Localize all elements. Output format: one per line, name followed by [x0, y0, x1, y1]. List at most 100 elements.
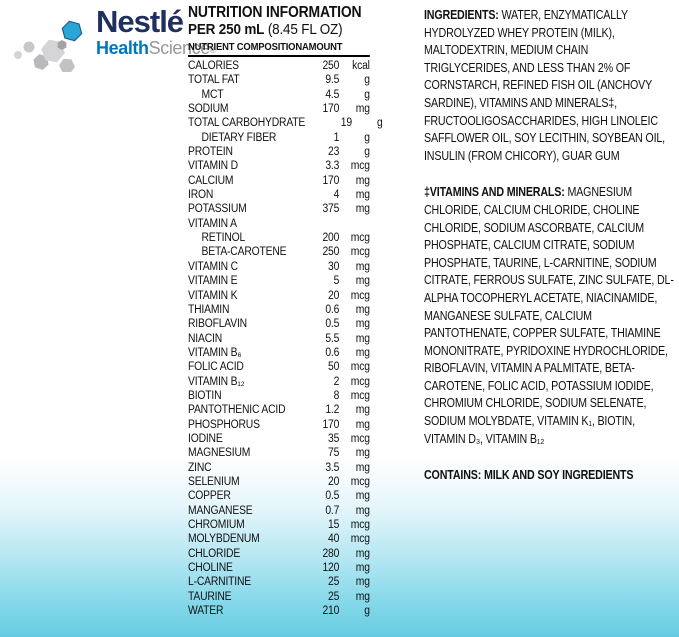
nutrient-name: COPPER [188, 490, 231, 503]
table-row: IRON 4 mg [188, 188, 370, 202]
nutrient-unit: mg [355, 174, 370, 187]
nutrient-unit: mcg [350, 519, 370, 531]
nutrient-name: SODIUM [188, 103, 229, 116]
nutrient-unit: mcg [350, 533, 370, 546]
nutrient-value: 50 [328, 361, 340, 374]
table-row: CALORIES 250 kcal [188, 59, 370, 73]
nutrient-unit: mg [355, 576, 370, 589]
nutrient-name: MCT [201, 88, 224, 101]
nutrient-value: 4.5 [325, 88, 340, 101]
table-row: POTASSIUM 375 mg [188, 202, 370, 216]
nutrient-name: BIOTIN [188, 389, 222, 402]
nutrition-title: NUTRITION INFORMATION [188, 4, 362, 21]
nutrient-name: MOLYBDENUM [188, 533, 260, 546]
table-row: VITAMIN B₁₂ 2 mcg [188, 375, 370, 389]
nutrient-unit: mg [355, 404, 370, 417]
vitamins-minerals-paragraph: ‡VITAMINS AND MINERALS: MAGNESIUM CHLORI… [424, 183, 676, 447]
table-row: TAURINE 25 mg [188, 590, 370, 604]
table-row: MOLYBDENUM 40 mcg [188, 532, 370, 546]
nutrient-unit: mg [355, 346, 370, 359]
nutrient-name: RETINOL [201, 232, 246, 245]
table-row: PROTEIN 23 g [188, 145, 370, 159]
nutrient-value: 210 [322, 605, 340, 618]
table-row: WATER 210 g [188, 604, 370, 618]
table-row: VITAMIN C 30 mg [188, 260, 370, 274]
nutrient-value: 250 [322, 60, 340, 72]
ingredients-paragraph: INGREDIENTS: WATER, ENZYMATICALLY HYDROL… [424, 6, 676, 164]
tagline-health: Health [96, 38, 149, 58]
nutrient-value: 280 [322, 547, 340, 560]
nutrient-unit: mcg [350, 289, 370, 302]
nutrient-value: 0.6 [325, 303, 340, 316]
nutrient-name: CHROMIUM [188, 519, 245, 531]
table-row: BETA-CAROTENE 250 mcg [188, 245, 370, 259]
tagline-science: Science [148, 38, 211, 58]
ingredients-text: WATER, ENZYMATICALLY HYDROLYZED WHEY PRO… [424, 7, 665, 163]
nutrient-unit: mg [355, 418, 370, 431]
brand-wordmark: Nestlé [96, 4, 184, 39]
nutrient-unit: mg [355, 303, 370, 316]
nutrition-rows: CALORIES 250 kcal TOTAL FAT 9.5 g MCT 4.5 g SODIU… [188, 59, 383, 618]
nutrient-value: 0.6 [325, 346, 340, 359]
table-row: VITAMIN D 3.3 mcg [188, 159, 370, 173]
nutrient-name: MANGANESE [188, 504, 253, 517]
nutrient-value: 20 [328, 289, 340, 302]
nutrient-name: PROTEIN [188, 146, 233, 159]
nutrient-value: 75 [328, 447, 340, 460]
vitamins-minerals-label: ‡VITAMINS AND MINERALS: [424, 184, 565, 200]
nutrient-name: PHOSPHORUS [188, 418, 260, 431]
table-row: PHOSPHORUS 170 mg [188, 418, 370, 432]
nutrient-name: VITAMIN D [188, 160, 238, 173]
nutrient-unit: g [364, 88, 370, 101]
nutrient-name: CALORIES [188, 60, 239, 72]
nutrient-name: SELENIUM [188, 475, 240, 488]
table-row: DIETARY FIBER 1 g [188, 131, 370, 145]
nutrient-unit: g [364, 146, 370, 159]
nutrient-unit: mg [355, 189, 370, 202]
nutrient-value: 120 [322, 562, 340, 575]
nutrient-name: NIACIN [188, 332, 223, 345]
nutrient-unit: mg [355, 547, 370, 560]
hexagon-cluster-icon [14, 20, 83, 72]
table-row: L-CARNITINE 25 mg [188, 575, 370, 589]
nutrient-value: 375 [322, 203, 340, 216]
nutrient-value: 25 [328, 590, 340, 603]
table-row: TOTAL FAT 9.5 g [188, 73, 370, 87]
nutrient-name: FOLIC ACID [188, 361, 244, 374]
table-row: MANGANESE 0.7 mg [188, 504, 370, 518]
nutrient-unit [339, 217, 370, 231]
table-row: THIAMIN 0.6 mg [188, 303, 370, 317]
nutrient-value: 8 [333, 389, 340, 402]
nutrient-unit: g [364, 131, 370, 144]
nutrient-unit: mcg [350, 160, 370, 173]
nutrient-unit: kcal [352, 60, 370, 72]
table-row: MCT 4.5 g [188, 88, 370, 102]
nutrient-name: ZINC [188, 461, 212, 474]
nutrient-unit: g [364, 605, 370, 618]
nutrient-unit: mg [355, 260, 370, 273]
nutrient-value: 0.7 [325, 504, 340, 517]
nutrient-value: 20 [328, 475, 340, 488]
nutrient-value: 1 [333, 131, 340, 144]
nutrient-unit: mg [355, 103, 370, 116]
nutrient-unit: mcg [350, 389, 370, 402]
nutrient-value: 23 [328, 146, 340, 159]
nutrient-unit: mg [355, 490, 370, 503]
nutrient-value: 200 [322, 232, 340, 245]
nutrient-value: 40 [328, 533, 340, 546]
ingredients-label: INGREDIENTS: [424, 7, 499, 22]
table-row: FOLIC ACID 50 mcg [188, 360, 370, 374]
nutrient-name: DIETARY FIBER [201, 131, 277, 144]
nutrient-unit: mg [355, 318, 370, 331]
registered-mark: ® [209, 46, 216, 55]
table-row: SELENIUM 20 mcg [188, 475, 370, 489]
nutrient-value: 5.5 [325, 332, 340, 345]
nutrient-unit: mcg [350, 232, 370, 245]
nutrient-name: RIBOFLAVIN [188, 318, 247, 331]
serving-size-rest: (8.45 FL OZ) [264, 21, 343, 38]
table-row: VITAMIN E 5 mg [188, 274, 370, 288]
table-row: CHROMIUM 15 mcg [188, 518, 370, 532]
nutrient-name: BETA-CAROTENE [201, 246, 287, 259]
nutrient-name: WATER [188, 605, 224, 618]
nutrient-unit: mcg [350, 432, 370, 445]
